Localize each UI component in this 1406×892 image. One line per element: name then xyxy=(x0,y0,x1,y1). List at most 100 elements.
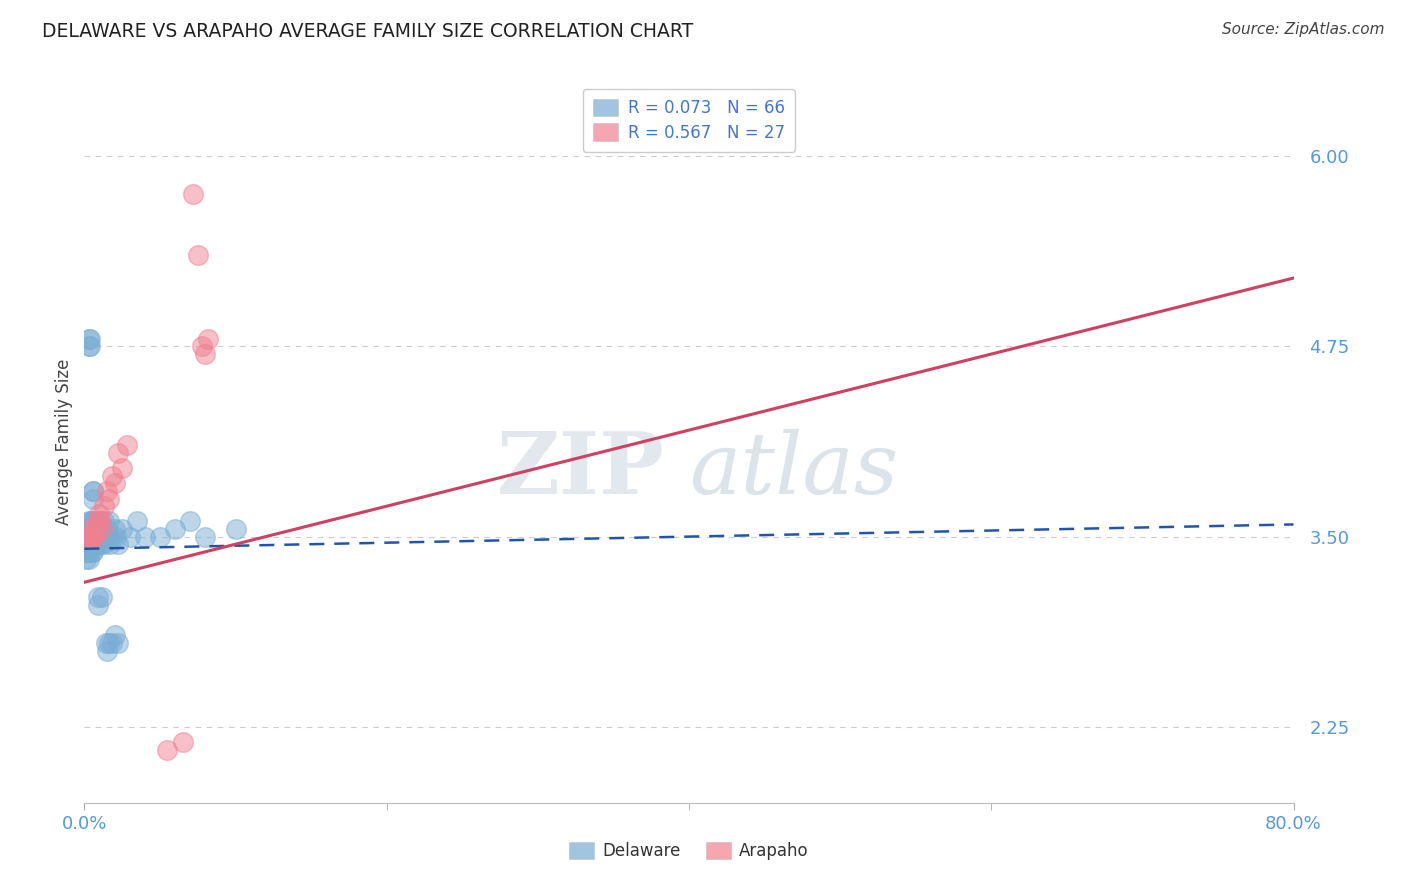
Point xyxy=(93,515,115,529)
Point xyxy=(87,591,110,605)
Legend: Delaware, Arapaho: Delaware, Arapaho xyxy=(562,835,815,867)
Point xyxy=(82,522,104,536)
Point xyxy=(91,522,114,536)
Point xyxy=(96,483,118,498)
Point xyxy=(87,598,110,612)
Point xyxy=(149,530,172,544)
Text: ZIP: ZIP xyxy=(496,428,665,512)
Point xyxy=(107,446,129,460)
Point xyxy=(104,476,127,491)
Point xyxy=(75,522,97,536)
Point xyxy=(77,332,100,346)
Point xyxy=(80,545,103,559)
Point xyxy=(77,530,100,544)
Point xyxy=(79,545,101,559)
Point xyxy=(84,522,107,536)
Point xyxy=(80,530,103,544)
Point xyxy=(90,515,112,529)
Point xyxy=(75,552,97,566)
Point xyxy=(89,530,111,544)
Point xyxy=(156,742,179,756)
Point xyxy=(82,483,104,498)
Point xyxy=(77,530,100,544)
Point xyxy=(98,537,121,551)
Point xyxy=(79,522,101,536)
Point xyxy=(86,522,108,536)
Point xyxy=(165,522,187,536)
Point xyxy=(77,537,100,551)
Point xyxy=(86,530,108,544)
Point xyxy=(89,507,111,521)
Point xyxy=(76,530,98,544)
Point xyxy=(225,522,247,536)
Point xyxy=(197,332,219,346)
Point xyxy=(93,537,115,551)
Point xyxy=(77,339,100,353)
Point xyxy=(79,515,101,529)
Point xyxy=(97,491,120,506)
Point xyxy=(90,537,112,551)
Point xyxy=(100,468,122,483)
Point xyxy=(84,530,107,544)
Point xyxy=(80,530,103,544)
Point xyxy=(77,515,100,529)
Point xyxy=(181,187,204,202)
Point xyxy=(76,522,98,536)
Point xyxy=(107,636,129,650)
Point xyxy=(111,522,134,536)
Point xyxy=(172,735,194,749)
Point xyxy=(75,537,97,551)
Point xyxy=(80,537,103,551)
Point xyxy=(194,347,217,361)
Point xyxy=(90,530,112,544)
Point xyxy=(87,522,110,536)
Point xyxy=(84,515,107,529)
Point xyxy=(91,591,114,605)
Point xyxy=(75,530,97,544)
Point xyxy=(187,248,209,262)
Point xyxy=(97,515,120,529)
Point xyxy=(79,530,101,544)
Point xyxy=(82,537,104,551)
Point xyxy=(94,530,117,544)
Point xyxy=(115,438,138,452)
Y-axis label: Average Family Size: Average Family Size xyxy=(55,359,73,524)
Point xyxy=(77,522,100,536)
Point xyxy=(93,499,115,513)
Text: DELAWARE VS ARAPAHO AVERAGE FAMILY SIZE CORRELATION CHART: DELAWARE VS ARAPAHO AVERAGE FAMILY SIZE … xyxy=(42,22,693,41)
Point xyxy=(76,530,98,544)
Point xyxy=(104,522,127,536)
Point xyxy=(80,515,103,529)
Point xyxy=(86,537,108,551)
Point xyxy=(134,530,156,544)
Point xyxy=(80,530,103,544)
Point xyxy=(75,545,97,559)
Point xyxy=(100,530,122,544)
Point xyxy=(91,522,114,536)
Point xyxy=(79,537,101,551)
Point xyxy=(91,530,114,544)
Point xyxy=(87,530,110,544)
Point xyxy=(79,332,101,346)
Point xyxy=(104,628,127,642)
Point xyxy=(82,483,104,498)
Point xyxy=(191,339,214,353)
Point xyxy=(79,530,101,544)
Point xyxy=(76,537,98,551)
Point xyxy=(82,491,104,506)
Point xyxy=(76,545,98,559)
Point xyxy=(97,530,120,544)
Text: Source: ZipAtlas.com: Source: ZipAtlas.com xyxy=(1222,22,1385,37)
Point xyxy=(111,461,134,475)
Point xyxy=(100,636,122,650)
Point xyxy=(80,522,103,536)
Point xyxy=(84,537,107,551)
Point xyxy=(77,552,100,566)
Point xyxy=(105,530,128,544)
Point xyxy=(79,537,101,551)
Point xyxy=(96,643,118,657)
Point xyxy=(96,522,118,536)
Point xyxy=(194,530,217,544)
Point xyxy=(84,530,107,544)
Point xyxy=(87,515,110,529)
